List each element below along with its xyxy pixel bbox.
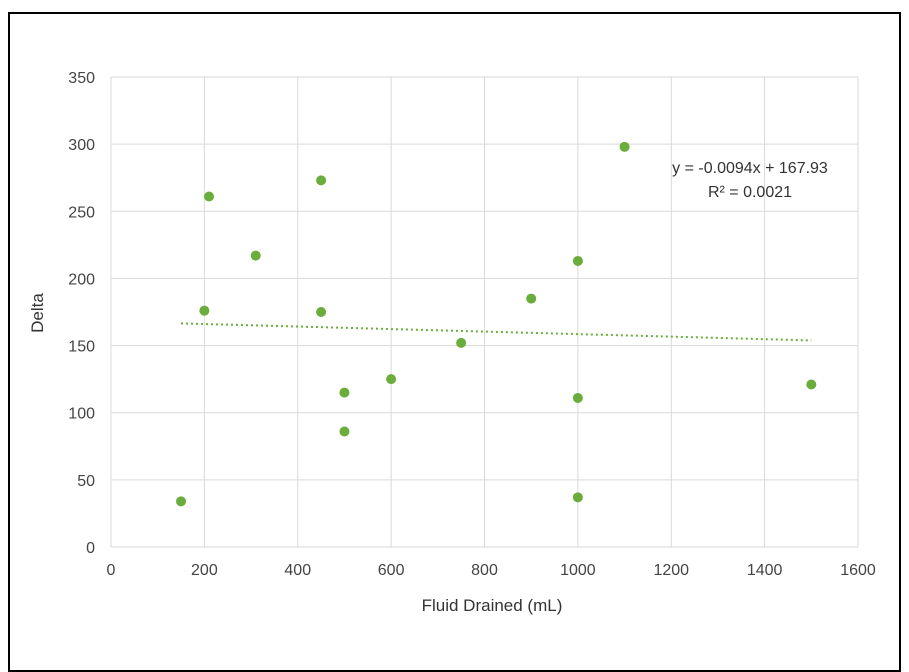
trendline-group: [181, 322, 812, 342]
data-point: [806, 379, 817, 390]
x-tick-label: 600: [378, 562, 405, 579]
scatter-chart: 0 50 100 150 200 250 300 350 0 200 400 600 800 1000 1…: [28, 70, 876, 615]
y-axis-ticks: 0 50 100 150 200 250 300 350: [68, 70, 95, 557]
trendline-equation: y = -0.0094x + 167.93: [672, 160, 828, 177]
trendline: [181, 322, 812, 342]
data-point: [339, 426, 350, 437]
data-point: [316, 175, 327, 186]
y-tick-label: 200: [68, 271, 95, 288]
y-tick-label: 50: [77, 473, 95, 490]
y-tick-label: 0: [86, 540, 95, 557]
x-tick-label: 1600: [840, 562, 876, 579]
y-axis-title: Delta: [28, 293, 47, 333]
x-tick-label: 0: [107, 562, 116, 579]
y-tick-label: 100: [68, 406, 95, 423]
chart-frame: 0 50 100 150 200 250 300 350 0 200 400 600 800 1000 1…: [8, 12, 901, 672]
data-point: [526, 293, 537, 304]
x-axis-title: Fluid Drained (mL): [422, 596, 563, 615]
data-point: [204, 191, 215, 202]
data-point: [456, 337, 467, 348]
y-tick-label: 300: [68, 137, 95, 154]
x-tick-label: 800: [471, 562, 498, 579]
x-axis-ticks: 0 200 400 600 800 1000 1200 1400 1600: [107, 562, 876, 579]
x-tick-label: 1000: [560, 562, 596, 579]
data-point: [572, 492, 583, 503]
trendline-r-squared: R² = 0.0021: [708, 184, 792, 201]
grid-lines: [110, 76, 859, 548]
x-tick-label: 400: [284, 562, 311, 579]
data-point: [316, 307, 327, 317]
data-point: [572, 392, 583, 403]
y-tick-label: 150: [68, 339, 95, 356]
y-tick-label: 350: [68, 70, 95, 87]
x-tick-label: 200: [191, 562, 218, 579]
data-point: [386, 374, 397, 385]
data-point: [176, 496, 187, 507]
data-point: [339, 387, 350, 398]
data-point: [250, 250, 261, 261]
data-point: [572, 255, 583, 266]
x-tick-label: 1200: [653, 562, 689, 579]
x-tick-label: 1400: [747, 562, 783, 579]
data-points: [176, 141, 817, 507]
data-point: [619, 141, 630, 152]
y-tick-label: 250: [68, 204, 95, 221]
data-point: [199, 305, 210, 316]
